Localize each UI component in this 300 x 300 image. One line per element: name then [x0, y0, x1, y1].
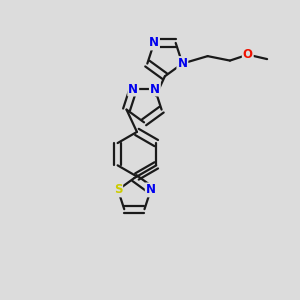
Text: N: N [150, 82, 160, 95]
Text: N: N [146, 183, 156, 196]
Text: N: N [128, 82, 138, 95]
Text: S: S [114, 183, 122, 196]
Text: O: O [243, 48, 253, 61]
Text: N: N [149, 37, 159, 50]
Text: N: N [177, 57, 188, 70]
